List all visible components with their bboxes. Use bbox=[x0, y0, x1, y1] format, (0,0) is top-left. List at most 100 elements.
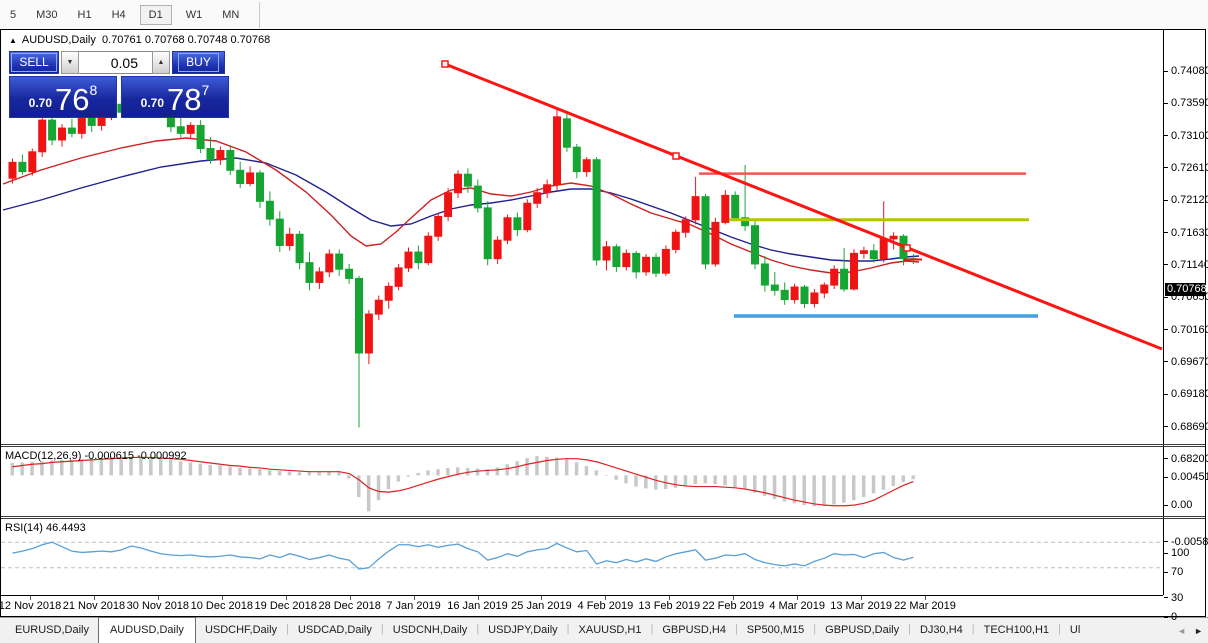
tab-scroll-right-icon[interactable]: ► bbox=[1194, 625, 1203, 636]
axis-tick bbox=[1164, 264, 1168, 266]
macd-histogram-bar bbox=[465, 467, 470, 476]
macd-histogram-bar bbox=[654, 475, 658, 490]
date-tick bbox=[669, 596, 671, 600]
chart-tab-USDCAD-Daily[interactable]: USDCAD,Daily bbox=[297, 624, 372, 636]
panel-separator[interactable] bbox=[1, 444, 1205, 445]
chart-tab-Ul[interactable]: Ul bbox=[1069, 624, 1081, 636]
chart-tab-TECH100-H1[interactable]: TECH100,H1 bbox=[983, 624, 1050, 636]
buy-price-main: 78 bbox=[167, 82, 202, 117]
rsi-indicator-canvas[interactable] bbox=[1, 519, 1163, 594]
candle-body bbox=[374, 299, 383, 315]
chart-tab-GBPUSD-Daily[interactable]: GBPUSD,Daily bbox=[825, 624, 900, 636]
chart-ohlc: 0.70761 0.70768 0.70748 0.70768 bbox=[102, 34, 271, 46]
candle-body bbox=[414, 251, 423, 264]
macd-histogram-bar bbox=[50, 460, 54, 476]
macd-histogram-bar bbox=[60, 459, 64, 476]
candle-body bbox=[503, 217, 512, 241]
timeframe-button-M30[interactable]: M30 bbox=[36, 8, 58, 21]
macd-histogram-bar bbox=[525, 458, 529, 476]
trendline-anchor-handle[interactable] bbox=[441, 60, 449, 68]
trendline-anchor-handle[interactable] bbox=[672, 152, 680, 160]
chart-tab-AUDUSD-Daily[interactable]: AUDUSD,Daily bbox=[97, 617, 196, 643]
macd-histogram-bar bbox=[644, 475, 648, 489]
trendline-anchor-handle[interactable] bbox=[903, 244, 911, 252]
chart-tab-SP500-M15[interactable]: SP500,M15 bbox=[746, 624, 805, 636]
ma-fast-line bbox=[2, 137, 920, 274]
macd-histogram-bar bbox=[743, 475, 747, 490]
macd-indicator-canvas[interactable] bbox=[1, 447, 1163, 517]
candle-body bbox=[671, 231, 680, 250]
date-tick bbox=[733, 596, 735, 600]
timeframe-toolbar: 5 M30 H1 H4 D1 W1 MN bbox=[0, 0, 1208, 29]
axis-tick bbox=[1164, 70, 1168, 72]
macd-histogram-bar bbox=[159, 458, 163, 476]
descending-trendline-object[interactable] bbox=[444, 62, 1163, 351]
candle-body bbox=[869, 250, 878, 260]
candle-body bbox=[67, 127, 76, 134]
chart-tab-USDCHF-Daily[interactable]: USDCHF,Daily bbox=[204, 624, 278, 636]
candle-body bbox=[800, 286, 809, 305]
volume-increase-button[interactable]: ▲ bbox=[152, 51, 170, 74]
candle-body bbox=[622, 252, 631, 268]
axis-tick bbox=[1164, 616, 1168, 618]
timeframe-button-MN[interactable]: MN bbox=[222, 8, 240, 21]
candle-body bbox=[830, 268, 839, 286]
macd-histogram-bar bbox=[307, 472, 311, 476]
date-axis[interactable]: 12 Nov 2018 21 Nov 2018 30 Nov 2018 10 Dec … bbox=[0, 595, 1163, 616]
candle-body bbox=[513, 217, 522, 231]
panel-separator[interactable] bbox=[1, 516, 1205, 517]
macd-histogram-bar bbox=[99, 458, 104, 476]
candle-body bbox=[226, 149, 235, 171]
buy-button[interactable]: BUY bbox=[172, 51, 225, 74]
chart-tab-XAUUSD-H1[interactable]: XAUUSD,H1 bbox=[578, 624, 642, 636]
chart-tab-GBPUSD-H4[interactable]: GBPUSD,H4 bbox=[662, 624, 726, 636]
price-axis-label: 0.69670 bbox=[1171, 355, 1208, 368]
axis-tick bbox=[1164, 329, 1168, 331]
chart-tab-EURUSD-Daily[interactable]: EURUSD,Daily bbox=[15, 624, 89, 636]
macd-histogram-bar bbox=[188, 462, 193, 476]
sell-button[interactable]: SELL bbox=[9, 51, 59, 74]
macd-histogram-bar bbox=[891, 475, 896, 486]
chart-tab-DJ30-H4[interactable]: DJ30,H4 bbox=[919, 624, 963, 636]
date-tick bbox=[285, 596, 287, 600]
candle-body bbox=[394, 267, 403, 287]
candle-body bbox=[345, 268, 354, 279]
candle-body bbox=[38, 119, 47, 153]
date-tick bbox=[605, 596, 607, 600]
price-chart-canvas[interactable] bbox=[1, 30, 1163, 445]
macd-histogram-bar bbox=[69, 459, 74, 476]
timeframe-button-H4[interactable]: H4 bbox=[111, 8, 126, 21]
candle-body bbox=[384, 285, 393, 301]
timeframe-button-W1[interactable]: W1 bbox=[185, 8, 203, 21]
buy-price-button[interactable]: 0.70 78 7 bbox=[121, 76, 229, 118]
candle-body bbox=[28, 151, 37, 173]
timeframe-button-5[interactable]: 5 bbox=[10, 8, 17, 21]
collapse-panel-icon[interactable]: ▲ bbox=[9, 36, 17, 45]
macd-histogram-bar bbox=[753, 475, 757, 493]
macd-histogram-bar bbox=[10, 463, 14, 476]
chart-tab-USDJPY-Daily[interactable]: USDJPY,Daily bbox=[488, 624, 558, 636]
date-axis-label: 13 Feb 2019 bbox=[638, 600, 701, 612]
macd-histogram-bar bbox=[475, 468, 480, 476]
candle-body bbox=[582, 159, 591, 173]
axis-tick bbox=[1164, 361, 1168, 363]
macd-histogram-bar bbox=[911, 475, 915, 480]
timeframe-button-D1[interactable]: D1 bbox=[139, 4, 172, 25]
sell-price-button[interactable]: 0.70 76 8 bbox=[9, 76, 117, 118]
date-tick bbox=[541, 596, 543, 600]
chart-tab-USDCNH-Daily[interactable]: USDCNH,Daily bbox=[392, 624, 468, 636]
candle-body bbox=[246, 172, 255, 184]
price-axis[interactable]: 0.74080 0.73590 0.73100 0.72610 0.72120 0.716… bbox=[1163, 30, 1208, 623]
volume-decrease-button[interactable]: ▼ bbox=[61, 51, 79, 74]
axis-tick bbox=[1164, 552, 1168, 554]
macd-histogram-bar bbox=[327, 471, 331, 476]
tab-scroll-left-icon[interactable]: ◄ bbox=[1177, 625, 1187, 636]
macd-histogram-bar bbox=[258, 469, 262, 476]
rsi-line bbox=[12, 541, 914, 570]
macd-histogram-bar bbox=[337, 472, 341, 476]
candle-body bbox=[434, 215, 443, 237]
timeframe-button-H1[interactable]: H1 bbox=[77, 8, 92, 21]
volume-input[interactable] bbox=[79, 51, 152, 74]
candle-body bbox=[493, 239, 502, 260]
macd-histogram-bar bbox=[119, 456, 123, 476]
